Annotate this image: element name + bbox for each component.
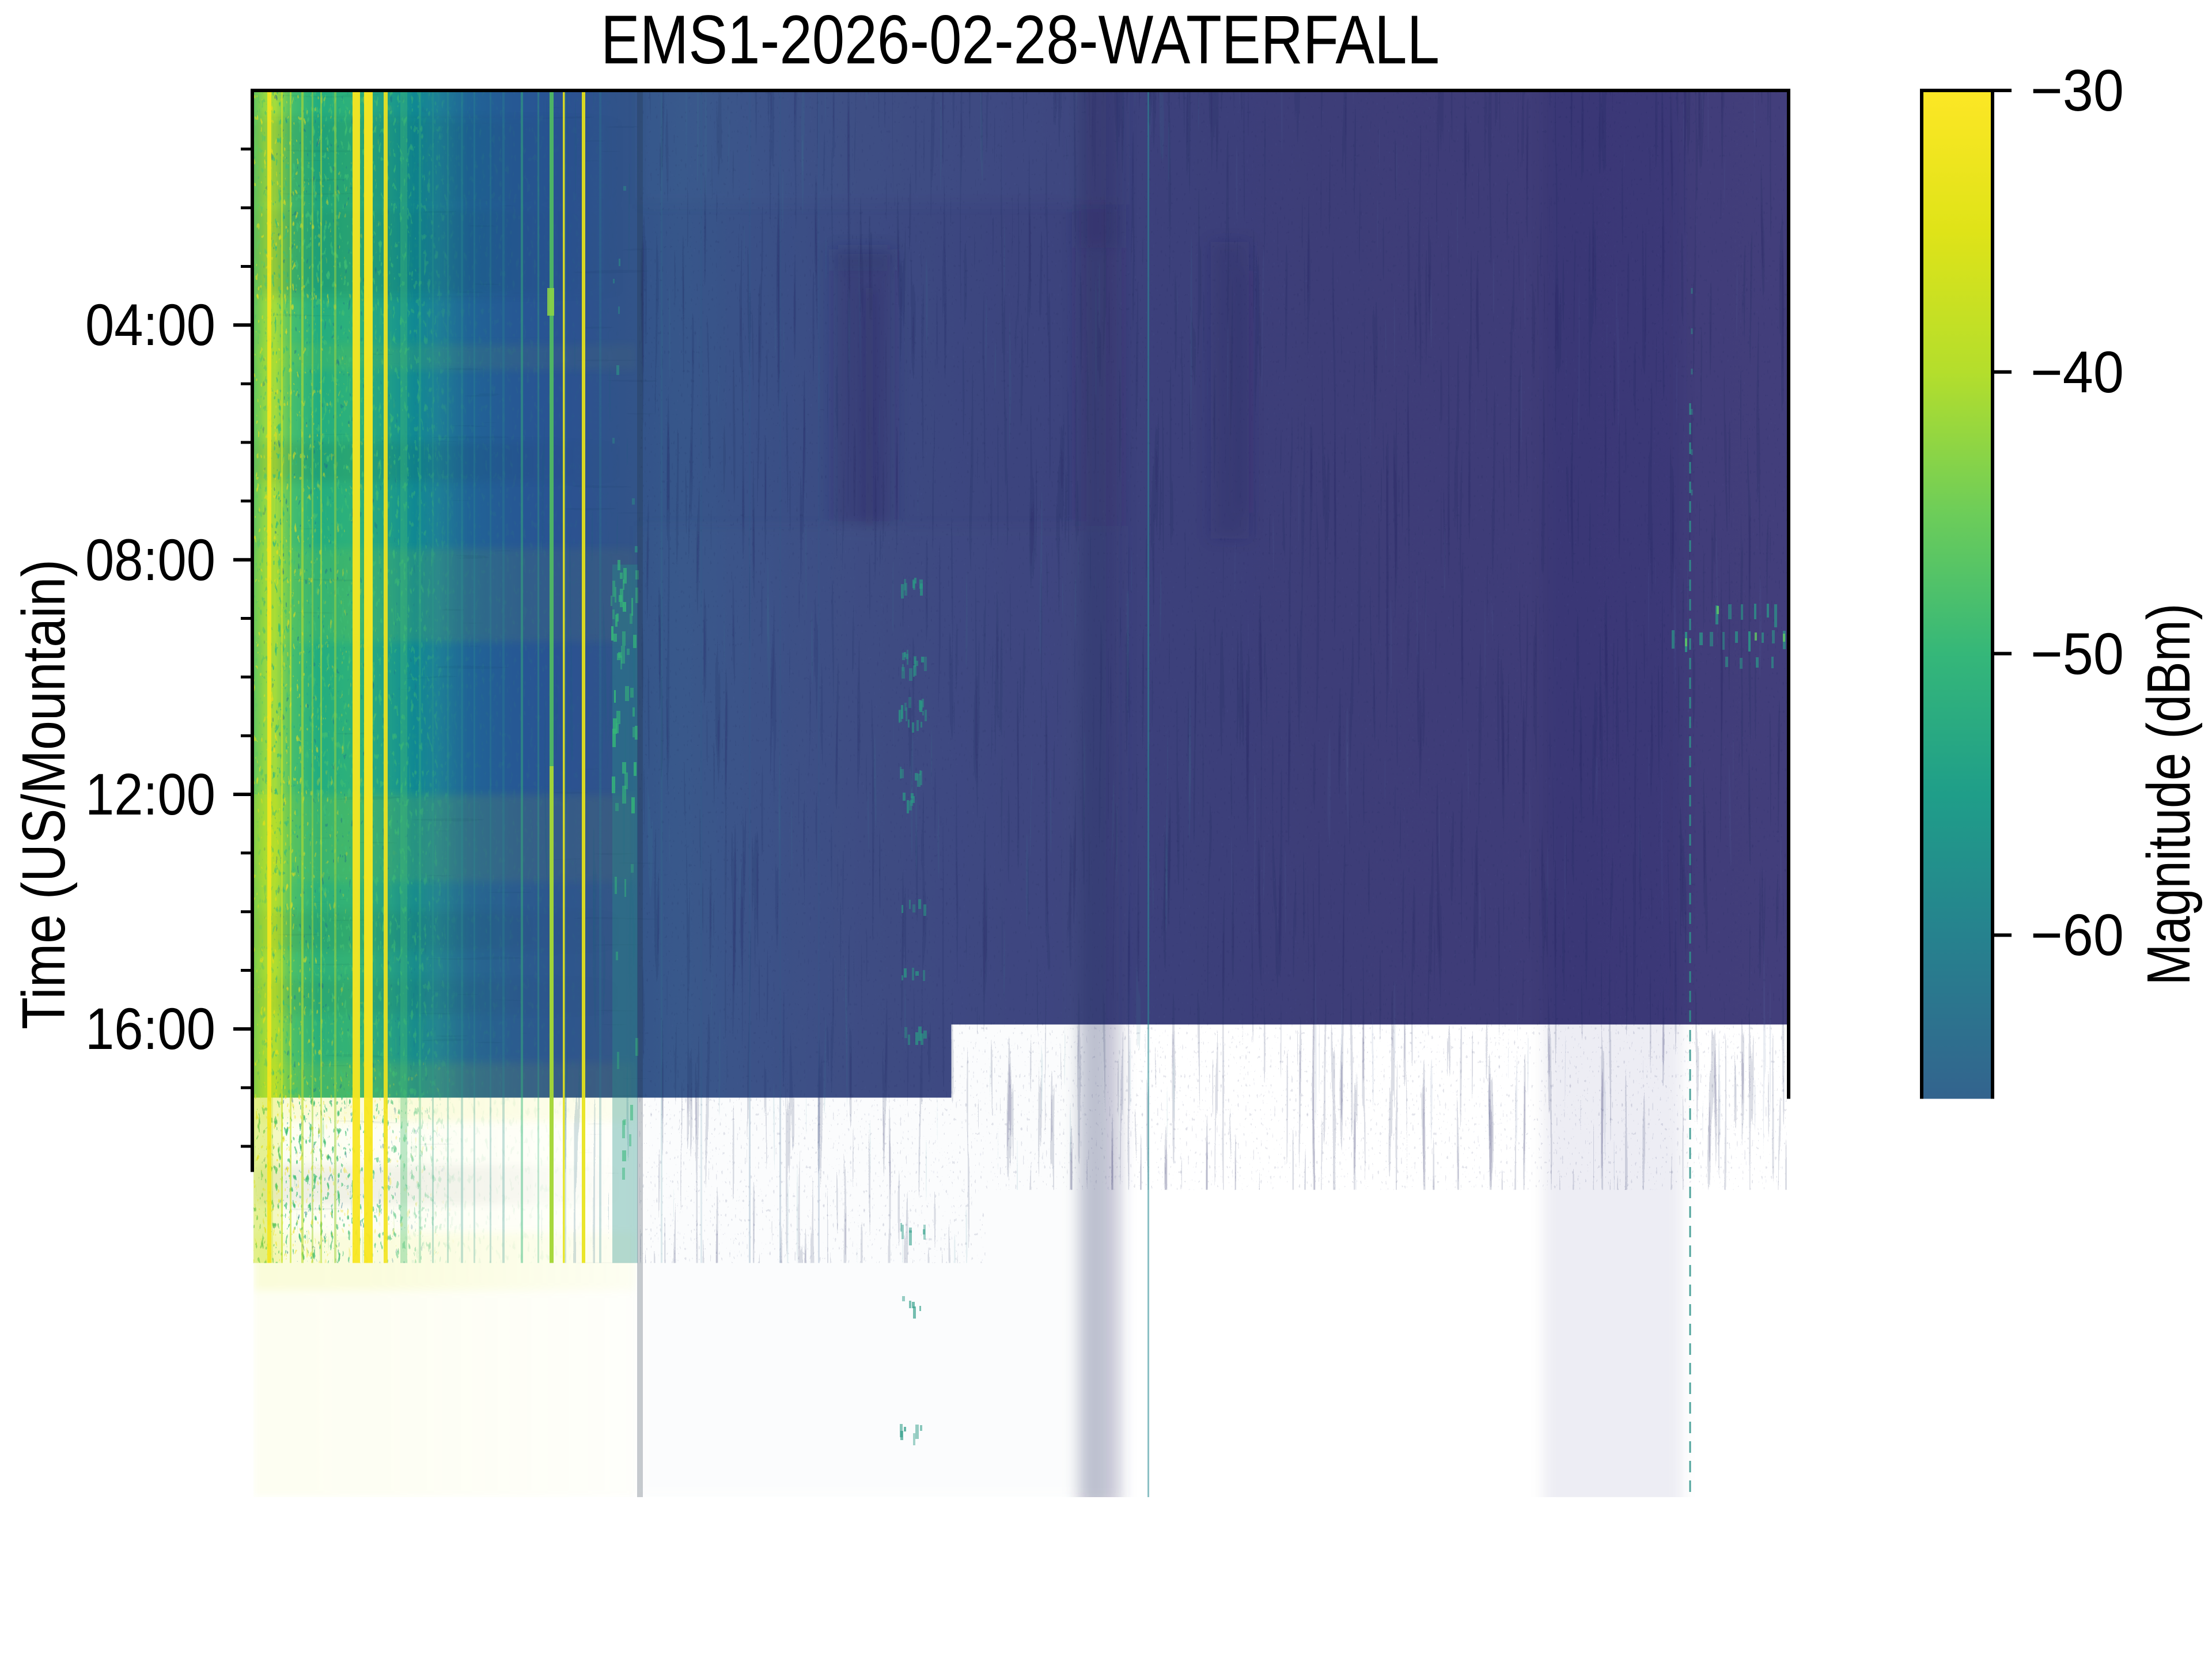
svg-text:16:00: 16:00 bbox=[85, 996, 215, 1062]
svg-text:4 G: 4 G bbox=[821, 1524, 913, 1590]
svg-text:8 G: 8 G bbox=[1435, 1524, 1528, 1590]
svg-text:10 G: 10 G bbox=[1728, 1524, 1850, 1590]
svg-text:−70: −70 bbox=[2031, 1184, 2124, 1249]
svg-text:−40: −40 bbox=[2031, 339, 2124, 405]
svg-text:04:00: 04:00 bbox=[85, 292, 215, 358]
svg-text:6 G: 6 G bbox=[1128, 1524, 1220, 1590]
svg-text:−50: −50 bbox=[2031, 621, 2124, 687]
svg-text:12:00: 12:00 bbox=[85, 762, 215, 827]
svg-text:−60: −60 bbox=[2031, 902, 2124, 968]
svg-text:EMS1-2026-02-28-WATERFALL: EMS1-2026-02-28-WATERFALL bbox=[601, 1, 1440, 78]
svg-text:0: 0 bbox=[236, 1524, 269, 1590]
svg-text:−80: −80 bbox=[2031, 1465, 2124, 1531]
svg-text:00:00: 00:00 bbox=[85, 1465, 215, 1531]
svg-text:Frequency (Hz): Frequency (Hz) bbox=[842, 1582, 1199, 1652]
svg-text:Magnitude (dBm): Magnitude (dBm) bbox=[2135, 604, 2203, 986]
svg-text:08:00: 08:00 bbox=[85, 527, 215, 593]
svg-text:Time (US/Mountain): Time (US/Mountain) bbox=[10, 559, 78, 1029]
svg-text:−30: −30 bbox=[2031, 58, 2124, 123]
svg-text:2 G: 2 G bbox=[513, 1524, 605, 1590]
svg-text:20:00: 20:00 bbox=[85, 1231, 215, 1297]
